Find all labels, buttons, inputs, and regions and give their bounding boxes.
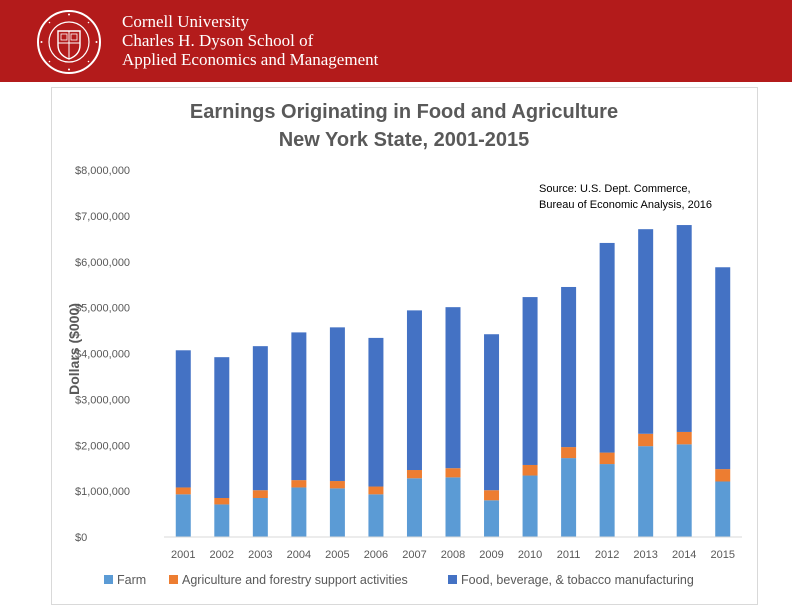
x-tick-label: 2015 [710, 549, 734, 561]
chart-frame: Earnings Originating in Food and Agricul… [51, 87, 758, 605]
bar-farm-2015 [715, 481, 731, 537]
bar-food-mfg-2006 [368, 337, 384, 487]
x-tick-label: 2002 [210, 549, 234, 561]
legend-swatch [448, 575, 457, 584]
stacked-bar-chart: Earnings Originating in Food and Agricul… [66, 101, 742, 587]
bar-ag-support-2001 [175, 487, 191, 495]
bar-farm-2009 [484, 500, 500, 537]
institution-name: Cornell University Charles H. Dyson Scho… [122, 12, 378, 69]
bar-food-mfg-2008 [445, 307, 461, 469]
bar-ag-support-2003 [252, 490, 268, 499]
legend-swatch [104, 575, 113, 584]
x-tick-label: 2005 [325, 549, 349, 561]
cornell-seal-logo [37, 10, 101, 74]
bar-ag-support-2010 [522, 464, 538, 476]
header-banner: Cornell University Charles H. Dyson Scho… [0, 0, 792, 82]
x-tick-label: 2011 [557, 549, 581, 561]
bar-farm-2013 [638, 446, 654, 537]
bar-food-mfg-2015 [715, 267, 731, 470]
x-tick-label: 2006 [364, 549, 388, 561]
chart-title-line1: Earnings Originating in Food and Agricul… [190, 101, 618, 123]
bar-farm-2008 [445, 477, 461, 537]
bar-food-mfg-2003 [252, 346, 268, 491]
y-tick-label: $8,000,000 [75, 165, 130, 177]
y-tick-label: $0 [75, 532, 87, 544]
bar-farm-2003 [252, 498, 268, 537]
x-tick-label: 2013 [633, 549, 657, 561]
bar-ag-support-2008 [445, 468, 461, 478]
bar-food-mfg-2011 [561, 286, 577, 448]
bar-food-mfg-2012 [599, 242, 615, 453]
bar-ag-support-2012 [599, 452, 615, 465]
bar-food-mfg-2014 [676, 225, 692, 432]
legend-label: Food, beverage, & tobacco manufacturing [461, 573, 694, 587]
bar-ag-support-2015 [715, 469, 731, 482]
legend-swatch [169, 575, 178, 584]
legend-label: Farm [117, 573, 146, 587]
school-name-line2: Applied Economics and Management [122, 50, 379, 69]
legend-label: Agriculture and forestry support activit… [182, 573, 408, 587]
bar-ag-support-2014 [676, 431, 692, 445]
bar-food-mfg-2010 [522, 297, 538, 465]
bar-ag-support-2006 [368, 486, 384, 495]
university-name: Cornell University [122, 12, 250, 31]
y-tick-label: $3,000,000 [75, 394, 130, 406]
x-tick-label: 2010 [518, 549, 542, 561]
bar-farm-2005 [329, 488, 345, 537]
bar-food-mfg-2001 [175, 350, 191, 488]
bar-food-mfg-2004 [291, 332, 307, 481]
y-tick-label: $5,000,000 [75, 303, 130, 315]
y-tick-label: $2,000,000 [75, 440, 130, 452]
chart-title-line2: New York State, 2001-2015 [279, 129, 530, 151]
x-tick-label: 2004 [287, 549, 311, 561]
bar-farm-2002 [214, 504, 230, 537]
bar-food-mfg-2013 [638, 229, 654, 434]
school-name-line1: Charles H. Dyson School of [122, 31, 314, 50]
y-tick-label: $1,000,000 [75, 486, 130, 498]
bar-ag-support-2004 [291, 480, 307, 488]
bar-ag-support-2005 [329, 481, 345, 489]
bar-food-mfg-2002 [214, 357, 230, 499]
bar-food-mfg-2005 [329, 327, 345, 482]
y-axis-label: Dollars ($000) [66, 303, 82, 395]
bar-food-mfg-2009 [484, 334, 500, 491]
x-tick-label: 2007 [402, 549, 426, 561]
y-tick-label: $7,000,000 [75, 211, 130, 223]
bar-farm-2006 [368, 494, 384, 537]
bar-ag-support-2013 [638, 433, 654, 447]
bar-ag-support-2011 [561, 447, 577, 459]
x-tick-label: 2014 [672, 549, 696, 561]
bar-farm-2007 [406, 478, 422, 537]
y-tick-label: $6,000,000 [75, 257, 130, 269]
bar-farm-2012 [599, 464, 615, 537]
source-note-line2: Bureau of Economic Analysis, 2016 [539, 199, 712, 211]
x-tick-label: 2012 [595, 549, 619, 561]
x-tick-label: 2009 [479, 549, 503, 561]
source-note-line1: Source: U.S. Dept. Commerce, [539, 183, 691, 195]
bar-farm-2001 [175, 494, 191, 537]
bar-food-mfg-2007 [406, 310, 422, 471]
bar-farm-2010 [522, 475, 538, 537]
bar-farm-2004 [291, 487, 307, 537]
x-tick-label: 2008 [441, 549, 465, 561]
x-tick-label: 2003 [248, 549, 272, 561]
bar-farm-2014 [676, 444, 692, 537]
y-tick-label: $4,000,000 [75, 349, 130, 361]
x-tick-label: 2001 [171, 549, 195, 561]
bar-ag-support-2007 [406, 470, 422, 479]
bar-ag-support-2009 [484, 490, 500, 501]
bar-farm-2011 [561, 458, 577, 537]
bar-ag-support-2002 [214, 498, 230, 505]
